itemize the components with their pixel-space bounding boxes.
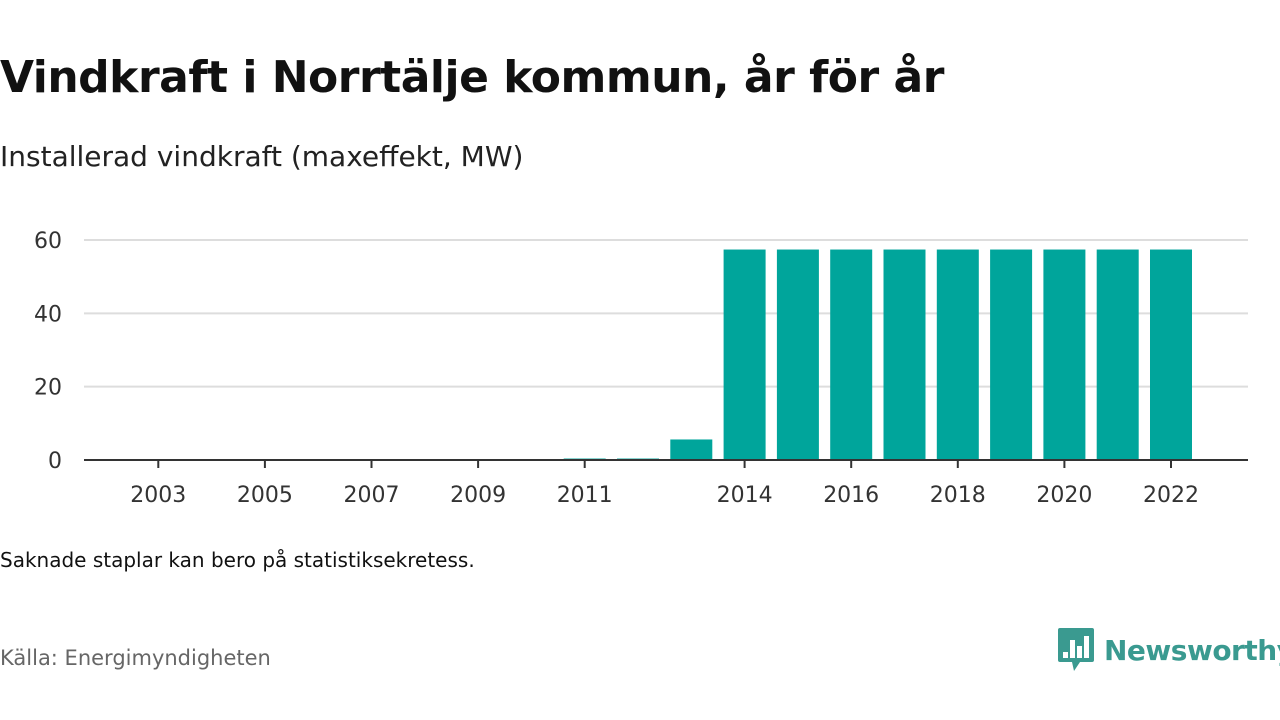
bar-2014 (723, 249, 766, 460)
x-tick-label: 2009 (450, 483, 506, 508)
x-tick-label: 2018 (930, 483, 986, 508)
y-tick-label: 40 (34, 302, 62, 327)
bar-2018 (936, 249, 979, 460)
bar-2020 (1043, 249, 1086, 460)
x-axis-ticks: 2003 2005 2007 2009 2011 2014 2016 2018 2020 2022 (130, 460, 1199, 508)
bar-2021 (1096, 249, 1139, 460)
bar-2013 (670, 439, 713, 460)
chart-title: Vindkraft i Norrtälje kommun, år för år (0, 52, 944, 103)
bar-2017 (883, 249, 926, 460)
bar-2015 (776, 249, 819, 460)
y-tick-label: 60 (34, 229, 62, 254)
bar-2016 (830, 249, 873, 460)
source-label: Källa: Energimyndigheten (0, 646, 271, 670)
brand-name: Newsworthy (1104, 633, 1280, 667)
x-tick-label: 2014 (717, 483, 773, 508)
x-tick-label: 2007 (344, 483, 400, 508)
y-tick-label: 20 (34, 376, 62, 401)
x-tick-label: 2003 (130, 483, 186, 508)
bar-2022 (1150, 249, 1192, 460)
bars (563, 249, 1192, 461)
x-tick-label: 2020 (1036, 483, 1092, 508)
chart-note: Saknade staplar kan bero på statistiksek… (0, 548, 475, 572)
x-tick-label: 2005 (237, 483, 293, 508)
newsworthy-logo: Newsworthy (1058, 628, 1280, 672)
x-tick-label: 2016 (823, 483, 879, 508)
bar-2019 (990, 249, 1033, 460)
bar-chart-chat-icon (1058, 628, 1094, 671)
chart-subtitle: Installerad vindkraft (maxeffekt, MW) (0, 140, 524, 173)
y-tick-label: 0 (48, 449, 62, 474)
bar-chart: 0 20 40 60 2003 2005 2007 2009 2011 2014 2016 2018… (34, 229, 1248, 508)
x-tick-label: 2011 (557, 483, 613, 508)
x-tick-label: 2022 (1143, 483, 1199, 508)
y-axis-tick-labels: 0 20 40 60 (34, 229, 62, 474)
